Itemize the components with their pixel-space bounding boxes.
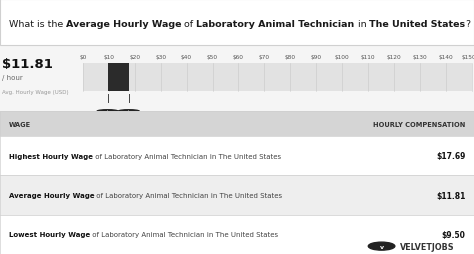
Text: of Laboratory Animal Technician in The United States: of Laboratory Animal Technician in The U… bbox=[92, 153, 281, 159]
Text: $80: $80 bbox=[285, 55, 296, 60]
Text: VELVETJOBS: VELVETJOBS bbox=[401, 242, 455, 251]
Text: $150+: $150+ bbox=[462, 55, 474, 60]
Text: $60: $60 bbox=[233, 55, 244, 60]
Text: $130: $130 bbox=[412, 55, 427, 60]
Text: $17.69: $17.69 bbox=[436, 152, 465, 161]
Text: $: $ bbox=[106, 109, 109, 114]
Text: $11.81: $11.81 bbox=[2, 58, 53, 71]
Bar bbox=[0, 112, 474, 137]
Text: Lowest Hourly Wage: Lowest Hourly Wage bbox=[9, 231, 90, 237]
Text: in: in bbox=[355, 20, 369, 29]
Bar bbox=[0, 112, 474, 137]
Circle shape bbox=[368, 242, 395, 250]
Text: ?: ? bbox=[465, 20, 471, 29]
Text: $140: $140 bbox=[438, 55, 453, 60]
Text: What is the: What is the bbox=[9, 20, 66, 29]
Text: $40: $40 bbox=[181, 55, 192, 60]
Text: $: $ bbox=[127, 109, 130, 114]
Bar bbox=[83, 64, 472, 92]
Text: WAGE: WAGE bbox=[9, 121, 31, 127]
Text: v: v bbox=[380, 244, 383, 249]
Text: of: of bbox=[181, 20, 196, 29]
Text: Highest Hourly Wage: Highest Hourly Wage bbox=[9, 153, 92, 159]
Text: Average Hourly Wage: Average Hourly Wage bbox=[9, 192, 94, 198]
Text: $20: $20 bbox=[129, 55, 140, 60]
Bar bbox=[0, 215, 474, 254]
Text: of Laboratory Animal Technician in The United States: of Laboratory Animal Technician in The U… bbox=[94, 192, 283, 198]
Circle shape bbox=[118, 110, 139, 113]
Bar bbox=[108, 64, 129, 92]
Text: HOURLY COMPENSATION: HOURLY COMPENSATION bbox=[373, 121, 465, 127]
Text: / hour: / hour bbox=[2, 74, 23, 81]
Text: $9.50: $9.50 bbox=[442, 230, 465, 239]
Text: $70: $70 bbox=[259, 55, 270, 60]
Text: Avg. Hourly Wage (USD): Avg. Hourly Wage (USD) bbox=[2, 89, 69, 94]
Text: Laboratory Animal Technician: Laboratory Animal Technician bbox=[196, 20, 355, 29]
Text: Average Hourly Wage: Average Hourly Wage bbox=[66, 20, 181, 29]
Text: $90: $90 bbox=[310, 55, 322, 60]
Circle shape bbox=[97, 110, 118, 113]
Text: The United States: The United States bbox=[369, 20, 465, 29]
Text: $11.81: $11.81 bbox=[436, 191, 465, 200]
Text: $0: $0 bbox=[79, 55, 87, 60]
Bar bbox=[0, 176, 474, 215]
Text: of Laboratory Animal Technician in The United States: of Laboratory Animal Technician in The U… bbox=[90, 231, 278, 237]
Text: $110: $110 bbox=[361, 55, 375, 60]
Text: $50: $50 bbox=[207, 55, 218, 60]
Text: $10: $10 bbox=[103, 55, 114, 60]
Text: $100: $100 bbox=[335, 55, 349, 60]
Text: $30: $30 bbox=[155, 55, 166, 60]
Bar bbox=[0, 137, 474, 176]
Text: $120: $120 bbox=[386, 55, 401, 60]
